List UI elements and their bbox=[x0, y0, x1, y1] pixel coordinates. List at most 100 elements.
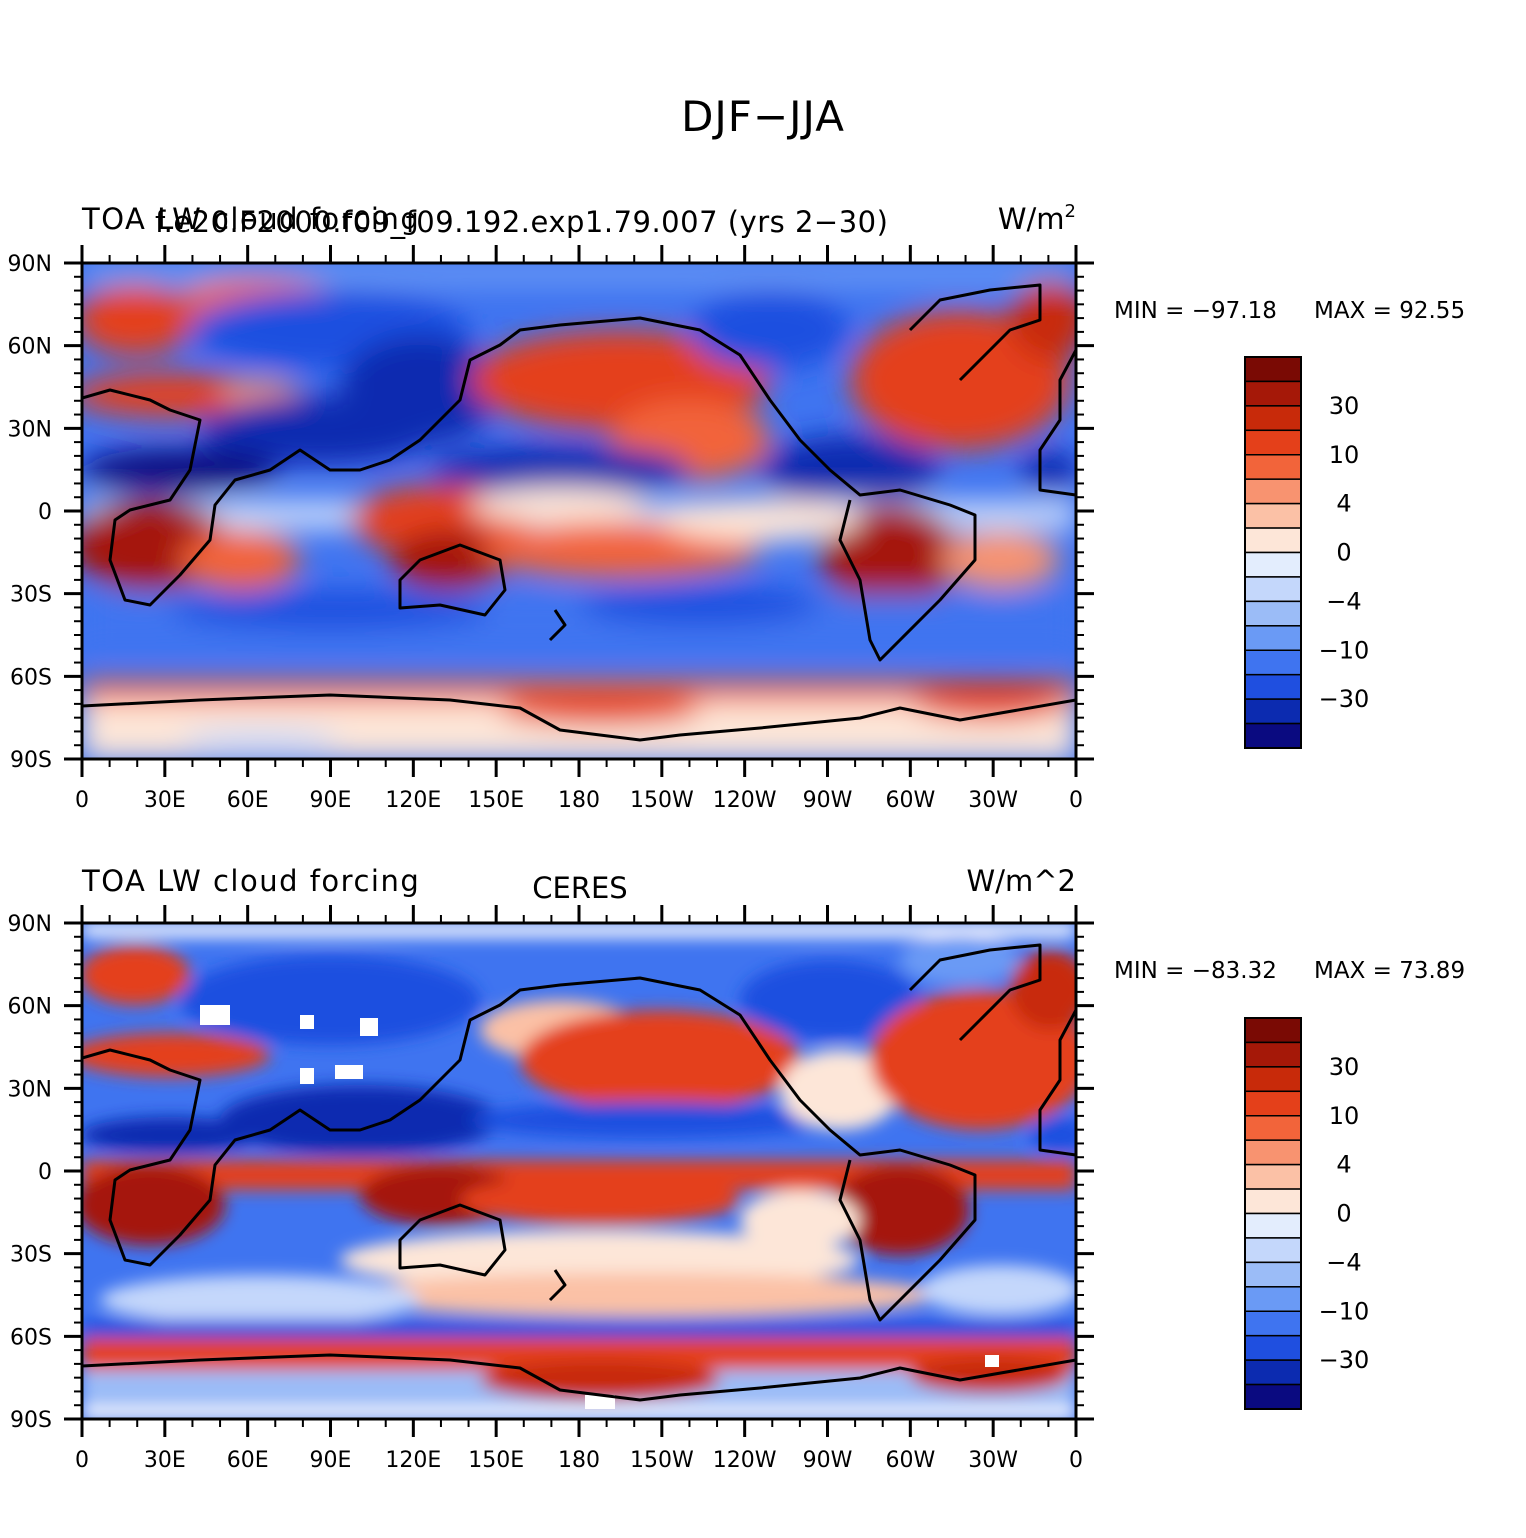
lon-axis: 0 30E 60E 90E 120E 150E 180 150W 120W 90W 60W 30W 0 bbox=[75, 905, 1083, 1473]
colorbar-label: 0 bbox=[1336, 1200, 1351, 1228]
panel-units: W/m^2 bbox=[967, 864, 1076, 898]
lat-axis: 90N 60N 30N 0 30S 60S 90S bbox=[8, 912, 1094, 1433]
lon-tick-label: 180 bbox=[558, 1448, 600, 1473]
lon-tick-label: 90E bbox=[310, 788, 352, 813]
colorbar-swatch bbox=[1244, 625, 1302, 651]
colorbar-swatch bbox=[1244, 502, 1302, 529]
colorbar-swatch bbox=[1244, 1115, 1302, 1141]
lat-tick-label: 30S bbox=[10, 583, 52, 608]
colorbar-swatch bbox=[1244, 1237, 1302, 1264]
colorbar-label: −4 bbox=[1326, 1248, 1361, 1276]
colorbar-swatch bbox=[1244, 1334, 1302, 1361]
lat-tick-label: 30N bbox=[8, 1077, 52, 1102]
colorbar-swatch bbox=[1244, 1163, 1302, 1190]
colorbar-label: 10 bbox=[1329, 441, 1360, 469]
colorbar-swatch bbox=[1244, 649, 1302, 676]
lon-tick-label: 180 bbox=[558, 788, 600, 813]
colorbar-label: −4 bbox=[1326, 587, 1361, 615]
colorbar-swatch bbox=[1244, 698, 1302, 725]
lon-tick-label: 120W bbox=[713, 1448, 777, 1473]
panel-model: TOA LW cloud forcing f.e20.F2000.f09_f09… bbox=[8, 201, 1466, 813]
colorbar-label: −10 bbox=[1319, 1297, 1370, 1325]
lat-tick-label: 60S bbox=[10, 665, 52, 690]
colorbar: 30 10 4 0 −4 −10 −30 bbox=[1244, 356, 1370, 749]
colorbar-label: −10 bbox=[1319, 636, 1370, 664]
lon-tick-label: 90E bbox=[310, 1448, 352, 1473]
lon-axis: 0 30E 60E 90E 120E 150E 180 150W 120W 90W 60W 30W 0 bbox=[75, 245, 1083, 813]
lon-tick-label: 60W bbox=[885, 1448, 935, 1473]
lat-tick-label: 60N bbox=[8, 335, 52, 360]
lat-tick-label: 60N bbox=[8, 995, 52, 1020]
lon-tick-label: 150E bbox=[468, 788, 524, 813]
lon-tick-label: 30E bbox=[144, 1448, 186, 1473]
lon-tick-label: 60E bbox=[227, 788, 269, 813]
lon-tick-label: 90W bbox=[803, 788, 853, 813]
colorbar-swatch bbox=[1244, 405, 1302, 432]
colorbar-swatch bbox=[1244, 722, 1302, 749]
colorbar-swatch bbox=[1244, 380, 1302, 407]
lat-tick-label: 90S bbox=[10, 748, 52, 773]
lon-tick-label: 120E bbox=[385, 788, 441, 813]
lat-tick-label: 30S bbox=[10, 1243, 52, 1268]
colorbar-label: −30 bbox=[1319, 685, 1370, 713]
colorbar-swatch bbox=[1244, 1041, 1302, 1068]
colorbar-frame bbox=[1244, 1017, 1302, 1410]
colorbar-label: 4 bbox=[1336, 490, 1351, 518]
lon-tick-label: 30E bbox=[144, 788, 186, 813]
lat-tick-label: 90S bbox=[10, 1408, 52, 1433]
lon-tick-label: 120E bbox=[385, 1448, 441, 1473]
lon-tick-label: 150W bbox=[630, 788, 694, 813]
colorbar-swatch bbox=[1244, 429, 1302, 456]
lat-tick-label: 0 bbox=[38, 500, 52, 525]
lon-tick-label: 60W bbox=[885, 788, 935, 813]
colorbar-swatch bbox=[1244, 527, 1302, 554]
lat-tick-label: 0 bbox=[38, 1160, 52, 1185]
colorbar-swatch bbox=[1244, 1212, 1302, 1239]
colorbar-label: 4 bbox=[1336, 1151, 1351, 1179]
colorbar-swatch bbox=[1244, 1139, 1302, 1166]
min-label: MIN = −97.18 bbox=[1114, 298, 1277, 324]
lat-tick-label: 60S bbox=[10, 1325, 52, 1350]
panel-left-title: TOA LW cloud forcing bbox=[81, 864, 420, 898]
colorbar-swatch bbox=[1244, 673, 1302, 700]
contour-map-ceres bbox=[82, 923, 1076, 1419]
colorbar-swatch bbox=[1244, 576, 1302, 603]
lon-tick-label: 150W bbox=[630, 1448, 694, 1473]
colorbar-swatch bbox=[1244, 1310, 1302, 1337]
colorbar-frame bbox=[1244, 356, 1302, 749]
panel-center-title: CERES bbox=[532, 871, 627, 905]
colorbar-swatch bbox=[1244, 1383, 1302, 1410]
panel-units: W/m2 bbox=[998, 201, 1076, 236]
panel-overlap-title: f.e20.F2000.f09_f09.192.exp1.79.007 (yrs… bbox=[155, 205, 888, 239]
colorbar-swatch bbox=[1244, 600, 1302, 627]
colorbar-swatch bbox=[1244, 1261, 1302, 1288]
lon-tick-label: 120W bbox=[713, 788, 777, 813]
lon-tick-label: 150E bbox=[468, 1448, 524, 1473]
figure-title: DJF−JJA bbox=[681, 92, 845, 141]
lon-tick-label: 30W bbox=[968, 788, 1018, 813]
colorbar-swatch bbox=[1244, 1188, 1302, 1215]
lon-tick-label: 0 bbox=[1069, 788, 1083, 813]
coastlines bbox=[82, 943, 1076, 1402]
lat-tick-label: 90N bbox=[8, 252, 52, 277]
colorbar-label: −30 bbox=[1319, 1346, 1370, 1374]
lon-tick-label: 60E bbox=[227, 1448, 269, 1473]
colorbar-swatch bbox=[1244, 454, 1302, 480]
panel-ceres: TOA LW cloud forcing CERES W/m^2 bbox=[8, 864, 1466, 1473]
colorbar-swatch bbox=[1244, 1359, 1302, 1386]
max-label: MAX = 92.55 bbox=[1314, 298, 1465, 324]
max-label: MAX = 73.89 bbox=[1314, 958, 1465, 984]
lon-tick-label: 30W bbox=[968, 1448, 1018, 1473]
colorbar-swatch bbox=[1244, 551, 1302, 578]
colorbar-label: 0 bbox=[1336, 539, 1351, 567]
colorbar-swatch bbox=[1244, 356, 1302, 383]
colorbar-swatch bbox=[1244, 478, 1302, 505]
colorbar-label: 30 bbox=[1329, 392, 1360, 420]
panel-left-title: TOA LW cloud forcing bbox=[81, 202, 420, 236]
colorbar-label: 10 bbox=[1329, 1102, 1360, 1130]
min-label: MIN = −83.32 bbox=[1114, 958, 1277, 984]
colorbar-swatch bbox=[1244, 1286, 1302, 1312]
lat-tick-label: 30N bbox=[8, 417, 52, 442]
lat-axis: 90N 60N 30N 0 30S 60S 90S bbox=[8, 252, 1094, 773]
